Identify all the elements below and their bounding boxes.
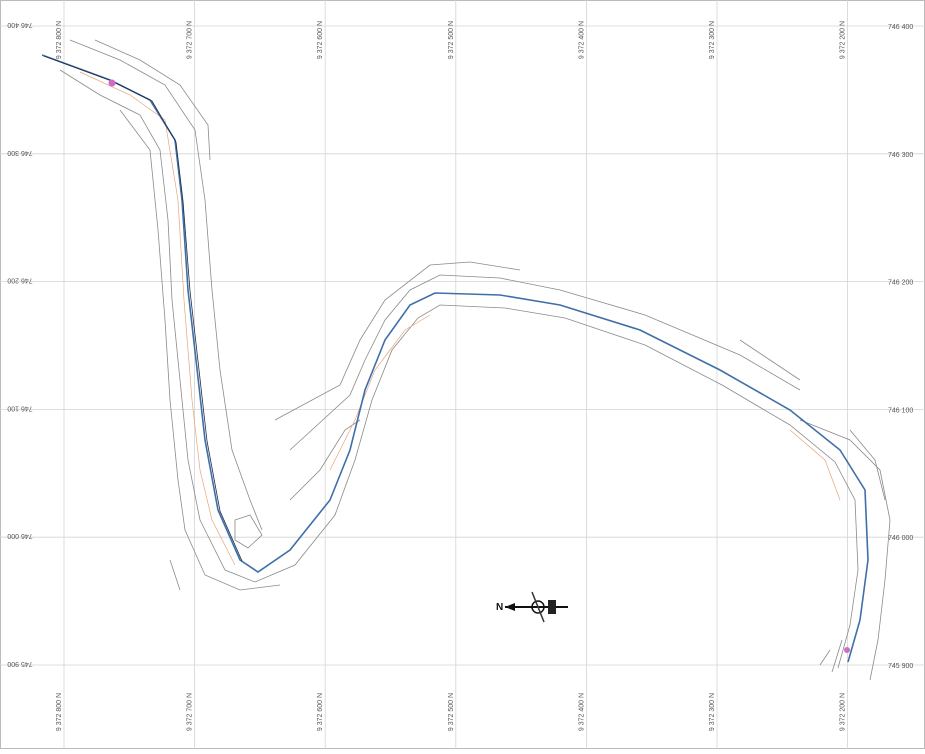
x-label-bottom: 9 372 600 N [317,693,324,731]
start-marker [108,79,116,87]
route-axis [43,55,243,562]
arrow-ring [531,600,545,614]
end-marker [844,647,850,653]
contour-line [234,514,263,549]
x-label-top: 9 372 600 N [317,21,324,59]
y-label-right: 746 200 [888,280,913,287]
y-label-right: 745 900 [888,663,913,670]
arrow-needle [531,591,545,623]
x-label-bottom: 9 372 200 N [840,693,847,731]
x-label-bottom: 9 372 400 N [578,693,585,731]
x-label-top: 9 372 400 N [578,21,585,59]
y-label-right: 746 100 [888,407,913,414]
x-label-top: 9 372 300 N [709,21,716,59]
y-label-left: 745 900 [7,660,32,667]
y-label-left: 746 400 [7,21,32,28]
contour-line [849,429,886,501]
contour-line [739,339,801,381]
y-label-right: 746 400 [888,24,913,31]
x-label-bottom: 9 372 300 N [709,693,716,731]
contour-line [274,261,521,421]
x-label-bottom: 9 372 700 N [187,693,194,731]
arrow-head [505,603,515,611]
x-label-top: 9 372 200 N [840,21,847,59]
y-label-right: 746 300 [888,152,913,159]
contour-line [119,109,281,591]
contour-line [789,429,841,501]
contour-line [169,559,181,591]
arrow-tail [548,600,556,614]
y-label-left: 746 200 [7,277,32,284]
north-label: N [496,602,503,613]
y-label-left: 746 300 [7,149,32,156]
x-label-top: 9 372 800 N [56,21,63,59]
contour-line [329,314,431,471]
contour-line [94,39,211,161]
contour-line [799,419,891,681]
contour-line [289,274,801,451]
y-label-left: 746 000 [7,532,32,539]
route [41,54,869,663]
contours [59,39,891,681]
x-label-bottom: 9 372 500 N [448,693,455,731]
contour-line [69,39,263,531]
x-label-bottom: 9 372 800 N [56,693,63,731]
contour-line [79,71,236,566]
contour-line [59,69,859,669]
contour-line [819,639,843,673]
y-label-right: 746 000 [888,535,913,542]
north-arrow: N [496,591,568,623]
y-label-left: 746 100 [7,404,32,411]
x-label-top: 9 372 500 N [448,21,455,59]
x-label-top: 9 372 700 N [187,21,194,59]
